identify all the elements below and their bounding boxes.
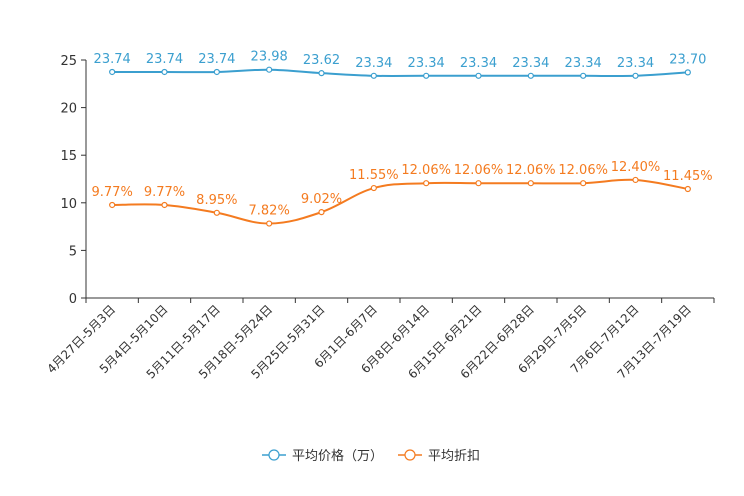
data-label: 23.74 [94,52,131,67]
data-label: 7.82% [249,204,290,219]
data-label: 23.34 [512,56,549,71]
series-line-1 [112,178,689,225]
data-point [266,66,273,73]
y-axis: 0 5 10 15 20 25 [60,54,87,307]
data-label: 11.45% [663,169,713,184]
data-point [580,180,587,187]
y-tick-label: 15 [60,149,77,164]
data-point [527,180,534,187]
legend-label: 平均价格（万） [292,448,383,464]
data-label: 23.34 [565,56,602,71]
data-label: 23.74 [198,52,235,67]
y-tick-label: 5 [69,244,77,259]
data-point [527,72,534,79]
data-point [580,72,587,79]
data-point [318,209,325,216]
series-layer: 23.74 23.74 23.74 23.98 23.62 23.34 23.34 23.34… [92,50,713,227]
legend-marker-icon [268,449,280,461]
legend: 平均价格（万） 平均折扣 [262,448,480,464]
data-label: 23.34 [460,56,497,71]
y-tick-label: 10 [60,197,77,212]
data-label: 23.34 [355,56,392,71]
data-point [370,72,377,79]
data-label: 23.62 [303,53,340,68]
series-0: 23.74 23.74 23.74 23.98 23.62 23.34 23.34 23.34… [94,50,706,79]
data-point [423,72,430,79]
data-point [684,185,691,193]
data-label: 12.40% [611,160,661,175]
legend-item-0: 平均价格（万） [262,448,383,464]
data-label: 12.06% [454,163,504,178]
data-point [161,201,168,209]
data-point [266,220,273,227]
data-label: 23.74 [146,52,183,67]
data-label: 9.02% [301,192,342,207]
data-point [318,70,325,77]
series-1: 9.77% 9.77%8.95%7.82%9.02%11.55% 12.06% 12.… [92,160,713,227]
data-point [370,184,377,192]
data-label: 11.55% [349,168,399,183]
series-line-0 [112,68,688,78]
data-point [213,209,220,216]
data-point [161,68,168,76]
data-point [475,180,482,187]
data-label: 23.34 [408,56,445,71]
x-axis: 4月27日-5月3日5月4日-5月10日5月11日-5月17日5月18日-5月2… [44,297,715,382]
data-label: 23.98 [251,50,288,65]
data-label: 8.95% [196,193,237,208]
data-point [632,72,639,79]
data-label: 12.06% [401,163,451,178]
data-label: 23.34 [617,56,654,71]
legend-label: 平均折扣 [428,449,480,464]
y-tick-label: 0 [69,292,77,307]
data-point [632,176,639,184]
data-point [109,201,116,209]
data-point [213,68,220,76]
data-label: 9.77% [92,185,133,200]
y-tick-label: 25 [60,54,77,69]
data-label: 23.70 [669,52,706,67]
data-label: 12.06% [506,163,556,178]
y-tick-label: 20 [60,102,77,117]
legend-marker-icon [404,449,416,461]
data-label: 9.77% [144,185,185,200]
data-point [475,72,482,79]
data-point [109,68,116,76]
legend-item-1: 平均折扣 [398,449,480,464]
data-label: 12.06% [558,163,608,178]
data-point [423,180,430,187]
data-point [684,69,691,76]
